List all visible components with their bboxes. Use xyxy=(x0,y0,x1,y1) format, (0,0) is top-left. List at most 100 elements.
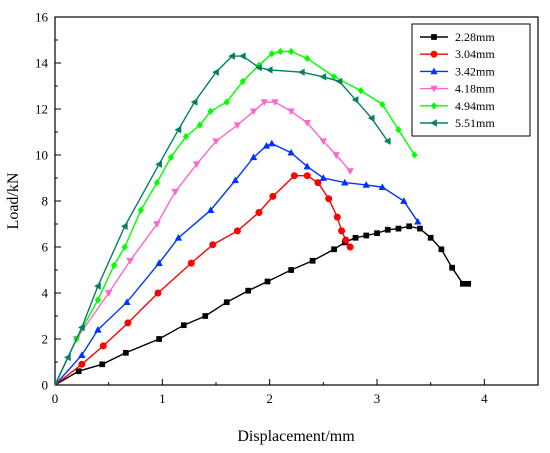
data-point xyxy=(104,290,113,297)
data-point xyxy=(346,168,354,175)
data-point xyxy=(342,236,350,244)
legend-label: 4.94mm xyxy=(455,99,495,113)
data-point xyxy=(427,234,434,241)
data-point xyxy=(287,148,295,156)
data-point xyxy=(255,63,262,72)
y-tick-label: 16 xyxy=(35,10,49,25)
y-tick-label: 6 xyxy=(42,240,49,255)
series-5.51mm xyxy=(54,52,391,386)
series-line xyxy=(54,174,351,386)
data-point xyxy=(192,161,201,169)
data-point xyxy=(333,213,341,221)
data-point xyxy=(171,188,179,196)
data-point xyxy=(94,296,102,304)
data-point xyxy=(303,172,311,180)
data-point xyxy=(449,264,455,271)
data-point xyxy=(367,114,375,122)
data-point xyxy=(363,232,370,239)
x-axis-title: Displacement/mm xyxy=(237,428,355,445)
data-point xyxy=(126,257,134,265)
legend-item: 2.28mm xyxy=(420,30,495,44)
data-point xyxy=(417,225,423,232)
x-tick-label: 1 xyxy=(159,391,166,406)
legend-item: 3.42mm xyxy=(420,64,495,78)
data-point xyxy=(288,267,294,273)
data-point xyxy=(180,322,187,329)
data-point xyxy=(362,181,370,188)
data-point xyxy=(121,243,128,251)
data-point xyxy=(209,241,217,249)
data-point xyxy=(190,98,198,106)
data-point xyxy=(395,225,402,232)
data-point xyxy=(223,98,230,106)
data-point xyxy=(431,34,437,40)
data-point xyxy=(346,243,354,251)
data-point xyxy=(231,176,240,184)
legend-label: 3.42mm xyxy=(455,64,495,78)
data-point xyxy=(122,349,129,356)
data-point xyxy=(268,139,276,147)
legend-box xyxy=(411,23,531,137)
data-point xyxy=(406,223,413,230)
data-point xyxy=(430,102,438,110)
data-point xyxy=(78,360,86,368)
data-point xyxy=(110,261,118,270)
data-point xyxy=(124,319,132,327)
data-point xyxy=(123,298,131,306)
legend: 2.28mm 3.04mm 3.42mm 4.18mm 4.94mm 5.51mm xyxy=(411,23,531,137)
legend-item: 3.04mm xyxy=(420,47,495,61)
data-point xyxy=(384,226,391,233)
data-point xyxy=(430,50,438,58)
y-axis-title: Load/kN xyxy=(5,172,22,229)
data-point xyxy=(465,280,472,287)
data-point xyxy=(99,342,107,350)
series-2.28mm xyxy=(54,223,472,386)
data-point xyxy=(75,368,82,375)
data-point xyxy=(357,86,365,95)
data-point xyxy=(174,233,183,241)
x-tick-label: 4 xyxy=(481,391,488,406)
y-tick-label: 10 xyxy=(35,148,48,163)
data-point xyxy=(154,289,162,297)
data-point xyxy=(233,122,242,129)
x-tick-label: 0 xyxy=(52,391,59,406)
data-point xyxy=(411,151,418,159)
data-point xyxy=(182,132,190,141)
x-tick-label: 3 xyxy=(374,391,381,406)
legend-label: 3.04mm xyxy=(455,47,495,61)
legend-item: 5.51mm xyxy=(420,116,495,130)
data-point xyxy=(94,282,101,290)
data-point xyxy=(460,280,466,287)
data-point xyxy=(255,209,263,217)
series-line xyxy=(54,101,351,386)
data-point xyxy=(303,119,311,127)
data-point xyxy=(155,259,163,266)
data-point xyxy=(212,138,220,146)
y-tick-label: 2 xyxy=(42,332,49,347)
data-point xyxy=(351,96,359,104)
data-point xyxy=(155,160,162,168)
data-point xyxy=(331,246,337,253)
data-point xyxy=(137,206,144,214)
data-point xyxy=(338,227,346,235)
data-point xyxy=(174,125,182,134)
data-point xyxy=(260,99,269,106)
data-point xyxy=(287,108,295,116)
data-point xyxy=(271,99,279,106)
data-point xyxy=(319,174,328,181)
series-line xyxy=(54,50,416,386)
data-point xyxy=(309,257,316,264)
data-point xyxy=(245,287,252,294)
data-point xyxy=(319,138,328,146)
y-tick-label: 8 xyxy=(42,194,49,209)
legend-label: 2.28mm xyxy=(455,30,495,44)
data-point xyxy=(374,230,380,237)
data-point xyxy=(196,121,204,129)
data-point xyxy=(325,195,333,203)
data-point xyxy=(269,192,277,200)
data-point xyxy=(383,137,391,145)
data-point xyxy=(99,361,106,368)
data-point xyxy=(78,351,86,358)
data-point xyxy=(378,183,387,191)
